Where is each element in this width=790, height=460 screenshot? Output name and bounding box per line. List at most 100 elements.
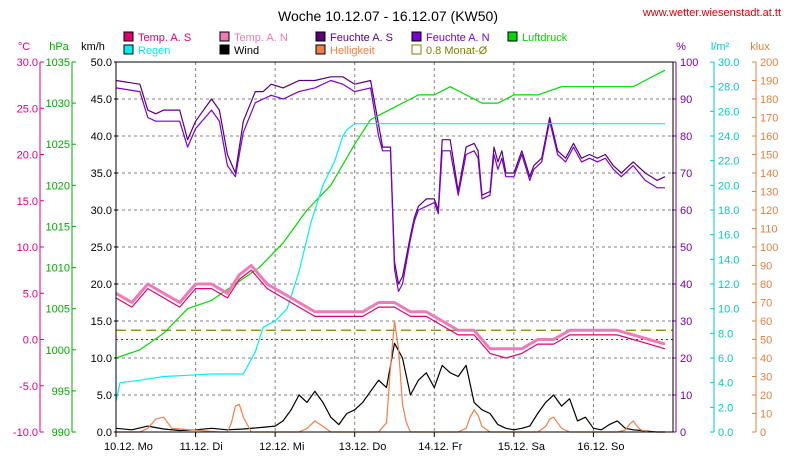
series-line-temp-a-s xyxy=(115,269,666,359)
y-axes: 30.0 25.0 20.0 15.0 10.0 5.0 0.0 -5.0 -10.0 1035 1… xyxy=(13,57,778,439)
tick-label-hpa: 1010 xyxy=(46,263,70,275)
tick-label-lm2: 0.0 xyxy=(718,427,733,439)
x-tick-label: 16.12. So xyxy=(577,441,624,453)
tick-label-percent: 70 xyxy=(680,168,692,180)
legend-swatch xyxy=(315,44,326,55)
chart-title: Woche 10.12.07 - 16.12.07 (KW50) xyxy=(278,8,498,24)
tick-label-klux: 90 xyxy=(760,261,772,273)
tick-label-lm2: 16.0 xyxy=(718,230,739,242)
tick-label-celsius: 20.0 xyxy=(17,150,38,162)
tick-label-kmh: 5.0 xyxy=(97,390,112,402)
legend-swatch xyxy=(219,44,230,55)
tick-label-klux: 110 xyxy=(760,224,778,236)
tick-label-celsius: 5.0 xyxy=(23,288,38,300)
tick-label-kmh: 40.0 xyxy=(91,131,112,143)
source-url: www.wetter.wiesenstadt.at.tt xyxy=(642,7,781,19)
tick-label-klux: 40 xyxy=(760,353,772,365)
tick-label-kmh: 25.0 xyxy=(91,242,112,254)
tick-label-lm2: 18.0 xyxy=(718,205,739,217)
tick-label-celsius: 0.0 xyxy=(23,335,38,347)
legend-label: Feuchte A. S xyxy=(330,32,393,44)
tick-label-kmh: 50.0 xyxy=(91,57,112,69)
tick-label-percent: 40 xyxy=(680,279,692,291)
tick-label-kmh: 20.0 xyxy=(91,279,112,291)
axis-units: °C hPa km/h% l/m² klux xyxy=(18,41,770,53)
series xyxy=(115,69,666,433)
series-line-luftdruck xyxy=(115,69,666,359)
tick-label-klux: 140 xyxy=(760,168,778,180)
tick-label-percent: 20 xyxy=(680,353,692,365)
legend: Temp. A. S Temp. A. N Feuchte A. S Feuchte … xyxy=(123,31,568,57)
tick-label-celsius: 30.0 xyxy=(17,57,38,69)
legend-label: Temp. A. S xyxy=(138,32,191,44)
legend-swatch xyxy=(123,31,134,42)
axis-unit-kmh: km/h xyxy=(81,41,105,53)
tick-label-klux: 50 xyxy=(760,335,772,347)
tick-label-celsius: 25.0 xyxy=(17,103,38,115)
tick-label-lm2: 8.0 xyxy=(718,328,733,340)
tick-label-klux: 190 xyxy=(760,76,778,88)
tick-label-klux: 30 xyxy=(760,372,772,384)
tick-label-lm2: 28.0 xyxy=(718,82,739,94)
tick-label-percent: 0 xyxy=(680,427,686,439)
tick-label-kmh: 10.0 xyxy=(91,353,112,365)
tick-label-lm2: 14.0 xyxy=(718,254,739,266)
tick-label-klux: 150 xyxy=(760,150,778,162)
legend-label: Regen xyxy=(138,45,170,57)
tick-label-kmh: 35.0 xyxy=(91,168,112,180)
tick-label-lm2: 2.0 xyxy=(718,402,733,414)
series-line-wind xyxy=(115,342,665,433)
series-line-temp-a-n xyxy=(115,264,666,351)
tick-label-klux: 0 xyxy=(760,427,766,439)
tick-label-percent: 30 xyxy=(680,316,692,328)
axis-unit-percent: % xyxy=(676,41,686,53)
legend-label: Luftdruck xyxy=(522,32,568,44)
tick-label-percent: 50 xyxy=(680,242,692,254)
tick-label-lm2: 26.0 xyxy=(718,106,739,118)
legend-swatch xyxy=(219,31,230,42)
tick-label-kmh: 45.0 xyxy=(91,94,112,106)
tick-label-klux: 20 xyxy=(760,390,772,402)
x-axis: 10.12. Mo 11.12. Di 12.12. Mi 13.12. Do 14.1… xyxy=(104,432,625,453)
x-tick-label: 12.12. Mi xyxy=(259,441,304,453)
tick-label-hpa: 1005 xyxy=(46,304,70,316)
tick-label-percent: 90 xyxy=(680,94,692,106)
tick-label-kmh: 0.0 xyxy=(97,427,112,439)
tick-label-lm2: 10.0 xyxy=(718,304,739,316)
x-tick-label: 13.12. Do xyxy=(339,441,387,453)
tick-label-lm2: 22.0 xyxy=(718,156,739,168)
tick-label-celsius: -10.0 xyxy=(13,427,38,439)
series-line-feuchte-a-s xyxy=(115,76,666,285)
legend-label: Feuchte A. N xyxy=(426,32,490,44)
tick-label-celsius: -5.0 xyxy=(19,381,38,393)
tick-label-klux: 180 xyxy=(760,94,778,106)
tick-label-lm2: 12.0 xyxy=(718,279,739,291)
tick-label-kmh: 15.0 xyxy=(91,316,112,328)
tick-label-klux: 80 xyxy=(760,279,772,291)
legend-label: Temp. A. N xyxy=(234,32,288,44)
tick-label-klux: 100 xyxy=(760,242,778,254)
legend-swatch xyxy=(507,31,518,42)
legend-label: 0.8 Monat-Ø xyxy=(426,45,488,57)
tick-label-lm2: 4.0 xyxy=(718,378,733,390)
legend-swatch xyxy=(411,44,422,55)
tick-label-percent: 100 xyxy=(680,57,698,69)
tick-label-klux: 60 xyxy=(760,316,772,328)
tick-label-klux: 10 xyxy=(760,409,772,421)
tick-label-hpa: 1025 xyxy=(46,139,70,151)
x-tick-label: 11.12. Di xyxy=(180,441,223,453)
tick-label-lm2: 30.0 xyxy=(718,57,739,69)
tick-label-hpa: 995 xyxy=(52,386,70,398)
tick-label-lm2: 6.0 xyxy=(718,353,733,365)
tick-label-hpa: 990 xyxy=(52,427,70,439)
x-tick-label: 14.12. Fr xyxy=(418,441,462,453)
tick-label-percent: 10 xyxy=(680,390,692,402)
tick-label-klux: 70 xyxy=(760,298,772,310)
plot-frame xyxy=(115,61,674,433)
tick-label-hpa: 1020 xyxy=(46,180,70,192)
legend-label: Wind xyxy=(234,45,259,57)
tick-label-hpa: 1015 xyxy=(46,221,70,233)
tick-label-hpa: 1035 xyxy=(46,57,70,69)
legend-swatch xyxy=(411,31,422,42)
